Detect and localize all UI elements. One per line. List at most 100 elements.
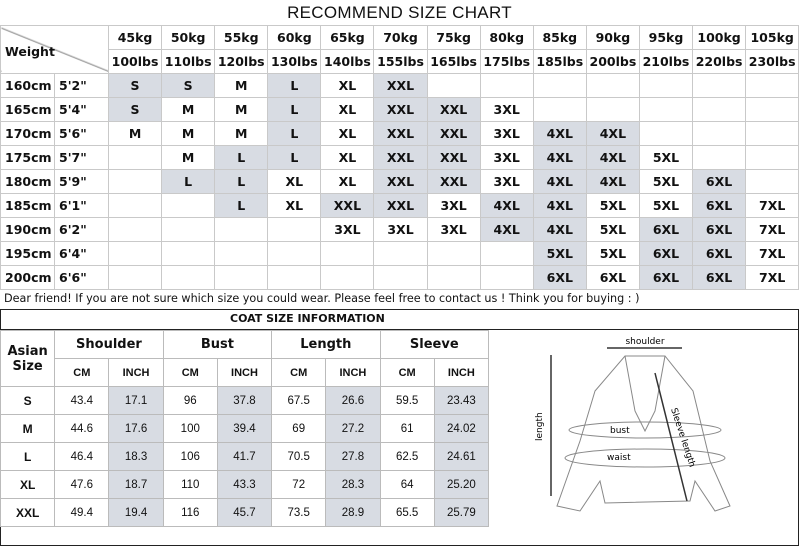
size-cell <box>745 97 799 122</box>
unit-cm-header: CM <box>379 358 435 387</box>
coat-size-row: XL 47.6 18.7 110 43.3 72 28.3 64 25.20 <box>0 470 490 499</box>
size-cell <box>107 145 163 170</box>
size-cell: 3XL <box>479 169 534 194</box>
size-cell: 4XL <box>479 217 534 242</box>
shoulder-label: shoulder <box>625 337 664 347</box>
measure-cell: 116 <box>162 498 218 527</box>
coat-title: COAT SIZE INFORMATION <box>230 312 385 325</box>
jacket-diagram: shoulder length bust waist Sleeve length <box>535 337 731 512</box>
height-row: 165cm 5'4" S M M L XL XXL XXL 3XL <box>0 97 799 122</box>
size-cell: XXL <box>426 145 481 170</box>
height-ft: 5'7" <box>54 145 109 170</box>
size-cell: 7XL <box>745 217 799 242</box>
height-cm: 195cm <box>0 241 55 266</box>
size-cell <box>745 169 799 194</box>
size-cell: M <box>214 121 269 146</box>
size-cell: XL <box>320 121 375 146</box>
size-cell <box>426 265 481 290</box>
weight-kg-header: 50kg <box>161 25 216 50</box>
size-cell <box>267 265 322 290</box>
size-cell: XXL <box>426 97 481 122</box>
weight-lbs-header: 185lbs <box>532 49 587 74</box>
height-ft: 6'1" <box>54 193 109 218</box>
size-cell <box>585 97 640 122</box>
size-cell: 5XL <box>585 193 640 218</box>
measure-cell: 46.4 <box>54 442 110 471</box>
size-cell <box>373 241 428 266</box>
size-cell <box>161 265 216 290</box>
bust-label: bust <box>610 426 630 436</box>
size-cell: 6XL <box>638 241 694 266</box>
measure-cell: 96 <box>162 386 218 415</box>
height-row: 175cm 5'7" M L L XL XXL XXL 3XL 4XL 4XL 5XL <box>0 145 799 170</box>
size-cell: 6XL <box>692 265 747 290</box>
size-cell: 3XL <box>320 217 375 242</box>
size-cell <box>267 217 322 242</box>
measure-cell: 27.8 <box>325 442 381 471</box>
size-cell: 4XL <box>585 169 640 194</box>
height-ft: 5'2" <box>54 73 109 98</box>
unit-inch-header: INCH <box>216 358 273 387</box>
weight-lbs-header: 140lbs <box>320 49 375 74</box>
size-cell <box>479 265 534 290</box>
size-cell <box>214 265 269 290</box>
size-cell <box>585 73 640 98</box>
size-cell <box>692 97 747 122</box>
coat-unit-row: CM INCH CM INCH CM INCH CM INCH <box>1 358 490 387</box>
size-cell: L <box>161 169 216 194</box>
weight-lbs-row: 100lbs 110lbs 120lbs 130lbs 140lbs 155lbs 165l… <box>1 49 799 74</box>
size-cell: S <box>161 73 216 98</box>
measure-cell: 19.4 <box>108 498 164 527</box>
coat-size-row: L 46.4 18.3 106 41.7 70.5 27.8 62.5 24.61 <box>0 442 490 471</box>
weight-lbs-header: 200lbs <box>585 49 640 74</box>
size-cell: XXL <box>426 169 481 194</box>
waist-label: waist <box>607 453 631 463</box>
size-cell <box>161 217 216 242</box>
size-cell <box>638 121 694 146</box>
measure-cell: 23.43 <box>433 386 490 415</box>
size-cell: 5XL <box>532 241 587 266</box>
height-row: 190cm 6'2" 3XL 3XL 3XL 4XL 4XL 5XL 6XL 6XL 7XL <box>0 217 799 242</box>
measure-cell: 49.4 <box>54 498 110 527</box>
weight-lbs-header: 130lbs <box>267 49 322 74</box>
coat-size-label: XXL <box>0 498 56 527</box>
measure-cell: 43.4 <box>54 386 110 415</box>
size-cell: 7XL <box>745 193 799 218</box>
size-cell: 5XL <box>585 217 640 242</box>
size-cell: L <box>214 169 269 194</box>
size-cell <box>320 265 375 290</box>
unit-inch-header: INCH <box>108 358 164 387</box>
measure-cell: 61 <box>379 414 435 443</box>
size-cell <box>479 241 534 266</box>
size-cell: 5XL <box>638 193 694 218</box>
weight-kg-header: 105kg <box>745 25 799 50</box>
size-cell: 6XL <box>692 217 747 242</box>
height-ft: 5'4" <box>54 97 109 122</box>
size-cell: 7XL <box>745 241 799 266</box>
measure-cell: 45.7 <box>216 498 273 527</box>
measure-cell: 62.5 <box>379 442 435 471</box>
length-label: length <box>535 412 545 441</box>
size-cell <box>320 241 375 266</box>
size-cell: XXL <box>320 193 375 218</box>
size-cell: XXL <box>373 169 428 194</box>
measure-cell: 28.9 <box>325 498 381 527</box>
size-label: Size <box>12 358 43 374</box>
bust-line <box>568 421 722 439</box>
size-cell: 6XL <box>692 169 747 194</box>
size-cell <box>692 145 747 170</box>
size-cell <box>426 241 481 266</box>
size-cell: XL <box>320 145 375 170</box>
size-cell <box>638 73 694 98</box>
measure-cell: 100 <box>162 414 218 443</box>
measure-cell: 26.6 <box>325 386 381 415</box>
weight-kg-header: 60kg <box>267 25 322 50</box>
size-cell: M <box>214 97 269 122</box>
height-cm: 185cm <box>0 193 55 218</box>
weight-lbs-header: 120lbs <box>214 49 269 74</box>
size-cell: 4XL <box>532 217 587 242</box>
measure-cell: 43.3 <box>216 470 273 499</box>
size-cell: L <box>267 97 322 122</box>
recommend-size-table: Weight 45kg 50kg 55kg 60kg 65kg 70kg 75kg 80kg 85… <box>0 25 799 290</box>
asian-label: Asian <box>7 343 48 359</box>
